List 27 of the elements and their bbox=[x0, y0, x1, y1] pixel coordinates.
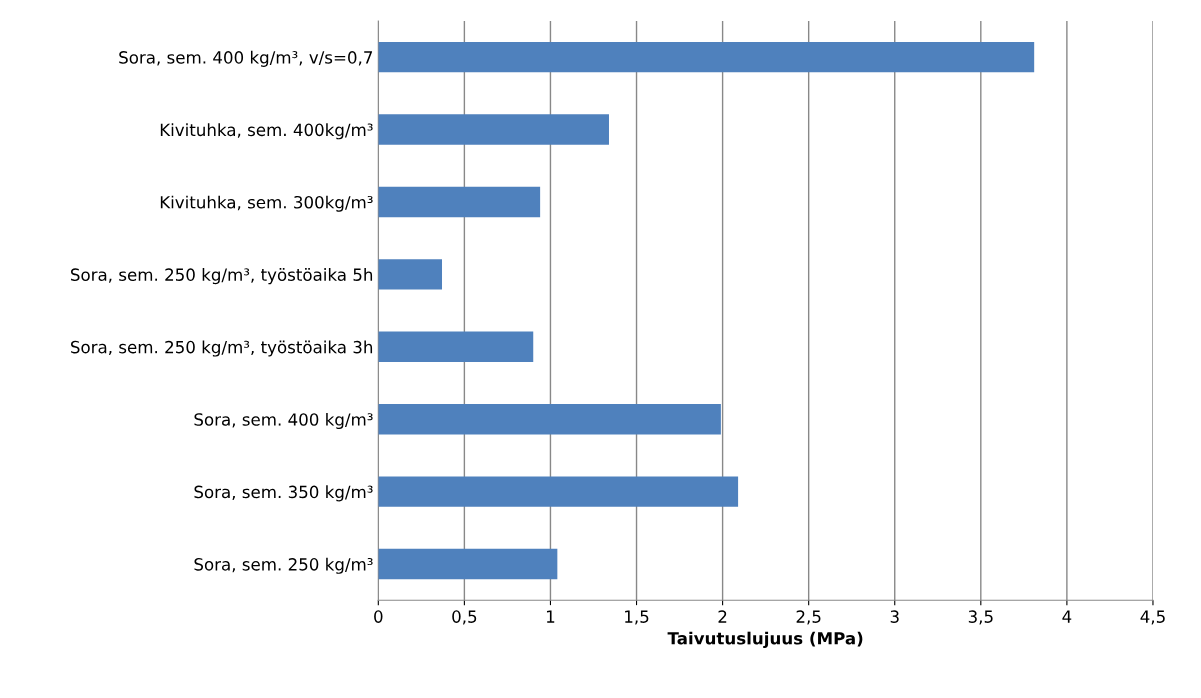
x-tick-label: 2 bbox=[718, 610, 727, 623]
bar bbox=[378, 331, 534, 363]
y-tick-label: Sora, sem. 250 kg/m³ bbox=[194, 557, 373, 574]
bar bbox=[378, 41, 1035, 73]
bar bbox=[378, 476, 739, 507]
x-tick-label: 0,5 bbox=[452, 610, 477, 625]
y-tick-label: Sora, sem. 400 kg/m³, v/s=0,7 bbox=[119, 50, 373, 67]
x-tick-label: 3,5 bbox=[968, 610, 993, 625]
y-tick-label: Sora, sem. 250 kg/m³, työstöaika 5h bbox=[70, 268, 373, 285]
bar bbox=[378, 186, 541, 218]
y-tick-label: Sora, sem. 250 kg/m³, työstöaika 3h bbox=[70, 340, 373, 357]
x-tick-label: 4,5 bbox=[1140, 610, 1165, 625]
x-tick-label: 1 bbox=[546, 610, 555, 623]
bar bbox=[378, 404, 721, 435]
x-tick-label: 3 bbox=[890, 610, 899, 623]
bar bbox=[378, 259, 443, 290]
x-tick-label: 4 bbox=[1062, 610, 1072, 623]
y-tick-label: Kivituhka, sem. 300kg/m³ bbox=[160, 195, 373, 212]
x-axis-title: Taivutuslujuus (MPa) bbox=[667, 631, 863, 648]
y-tick-label: Sora, sem. 350 kg/m³ bbox=[194, 485, 373, 502]
bar bbox=[378, 114, 609, 145]
x-tick-label: 0 bbox=[374, 610, 383, 623]
bar bbox=[378, 548, 558, 580]
x-tick-label: 1,5 bbox=[625, 610, 649, 625]
y-tick-label: Sora, sem. 400 kg/m³ bbox=[194, 412, 373, 430]
y-tick-label: Kivituhka, sem. 400kg/m³ bbox=[160, 123, 373, 140]
x-tick-label: 2,5 bbox=[796, 610, 821, 625]
